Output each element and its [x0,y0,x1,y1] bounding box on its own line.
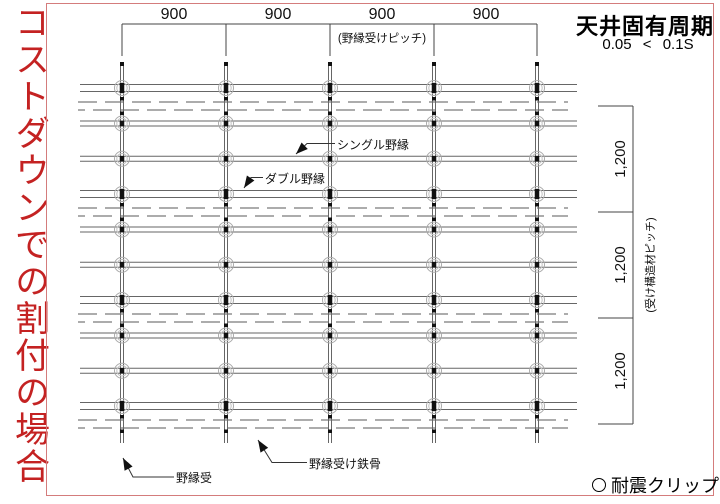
seismic-clip-label: 耐震クリップ [611,476,719,496]
arrowhead-joist-carrier [123,458,133,471]
dim-right-1200-2: 1,200 [612,246,629,284]
seismic-clip-circle-icon [592,478,606,492]
dim-top-900-4: 900 [472,6,500,23]
dim-right-note: (受け構造材ピッチ) [645,217,657,313]
dim-top-900-3: 900 [368,6,396,23]
dim-top-900-2: 900 [264,6,292,23]
diagram-border [46,3,714,496]
annotation-single-joist: シングル野縁 [337,138,410,152]
arrowhead-carrier-steel [258,440,269,453]
annotation-carrier-steel: 野縁受け鉄骨 [309,457,382,471]
arrowhead-double-joist [244,175,255,188]
hanger-marks [120,62,539,433]
dim-top-note: (野縁受けピッチ) [337,33,427,45]
leader-lines [122,142,335,478]
natural-period-value: 0.05 < 0.1S [602,36,694,53]
dim-right-1200-1: 1,200 [612,140,629,178]
annotation-joist-carrier: 野縁受 [176,471,213,485]
seismic-clips [114,80,545,414]
arrowhead-single-joist [296,142,308,154]
vertical-title: コストダウンでの割付の場合 [10,4,49,485]
dimension-lines [121,23,634,425]
carrier-steel-dashed-lines [78,101,568,429]
seismic-clip-legend: 耐震クリップ [592,472,719,498]
natural-period-title: 天井固有周期 [575,14,714,39]
dim-top-900-1: 900 [160,6,188,23]
leader-carrier-steel [257,439,307,463]
dim-right-1200-3: 1,200 [612,352,629,390]
annotation-double-joist: ダブル野縁 [265,172,326,186]
